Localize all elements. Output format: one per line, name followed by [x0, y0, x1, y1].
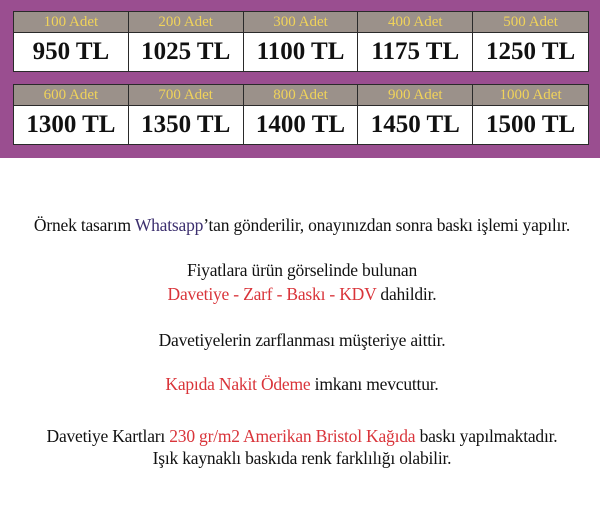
quantity-label: 800 Adet: [243, 85, 358, 106]
info-line-whatsapp: Örnek tasarım Whatsapp’tan gönderilir, o…: [0, 215, 600, 236]
quantity-label: 600 Adet: [14, 85, 128, 106]
payment-method: Kapıda Nakit Ödeme: [165, 374, 311, 394]
quantity-label: 300 Adet: [243, 12, 358, 33]
price-value: 1175 TL: [371, 38, 460, 65]
price-cell: 100 Adet 950 TL: [14, 12, 129, 71]
whatsapp-text: Whatsapp: [134, 215, 204, 235]
info-line-included: Davetiye - Zarf - Baskı - KDV dahildir.: [0, 284, 600, 305]
info-line-color: Işık kaynaklı baskıda renk farklılığı ol…: [152, 448, 452, 468]
price-cell: 900 Adet 1450 TL: [358, 85, 474, 144]
price-value: 950 TL: [32, 38, 110, 65]
price-cell: 200 Adet 1025 TL: [128, 12, 244, 71]
price-table-2: 600 Adet 1300 TL 700 Adet 1350 TL 800 Adet…: [13, 84, 589, 145]
price-value: 1450 TL: [370, 111, 460, 138]
quantity-label: 1000 Adet: [473, 85, 588, 106]
price-cell: 500 Adet 1250 TL: [473, 12, 588, 71]
quantity-label: 500 Adet: [473, 12, 588, 33]
price-value: 1300 TL: [26, 111, 116, 138]
price-value: 1025 TL: [141, 38, 231, 65]
info-line-prices: Fiyatlara ürün görselinde bulunan: [186, 260, 418, 280]
price-value: 1350 TL: [141, 111, 231, 138]
price-panel: 100 Adet 950 TL 200 Adet 1025 TL 300 Adet 1…: [0, 0, 600, 158]
text: baskı yapılmaktadır.: [415, 426, 558, 446]
info-line-envelope: Davetiyelerin zarflanması müşteriye aitt…: [158, 330, 446, 350]
price-value: 1100 TL: [256, 38, 345, 65]
price-cell: 800 Adet 1400 TL: [243, 85, 359, 144]
price-cell: 400 Adet 1175 TL: [358, 12, 474, 71]
price-value: 1500 TL: [486, 111, 576, 138]
text: ’tan gönderilir, onayınızdan sonra baskı…: [203, 215, 571, 235]
price-cell: 600 Adet 1300 TL: [14, 85, 129, 144]
price-cell: 300 Adet 1100 TL: [243, 12, 359, 71]
info-line-payment: Kapıda Nakit Ödeme imkanı mevcuttur.: [0, 374, 600, 395]
quantity-label: 400 Adet: [358, 12, 473, 33]
price-value: 1400 TL: [255, 111, 346, 138]
price-table-1: 100 Adet 950 TL 200 Adet 1025 TL 300 Adet 1…: [13, 11, 589, 72]
quantity-label: 200 Adet: [128, 12, 243, 33]
included-items: Davetiye - Zarf - Baskı - KDV: [167, 284, 377, 304]
price-cell: 700 Adet 1350 TL: [128, 85, 244, 144]
text: imkanı mevcuttur.: [310, 374, 439, 394]
text: dahildir.: [376, 284, 437, 304]
quantity-label: 700 Adet: [128, 85, 243, 106]
text: Örnek tasarım: [33, 215, 135, 235]
text: Davetiye Kartları: [46, 426, 170, 446]
info-line-paper: Davetiye Kartları 230 gr/m2 Amerikan Bri…: [0, 426, 600, 447]
quantity-label: 100 Adet: [14, 12, 128, 33]
paper-type: 230 gr/m2 Amerikan Bristol Kağıda: [169, 426, 416, 446]
quantity-label: 900 Adet: [358, 85, 473, 106]
price-cell: 1000 Adet 1500 TL: [473, 85, 588, 144]
price-value: 1250 TL: [486, 38, 576, 65]
